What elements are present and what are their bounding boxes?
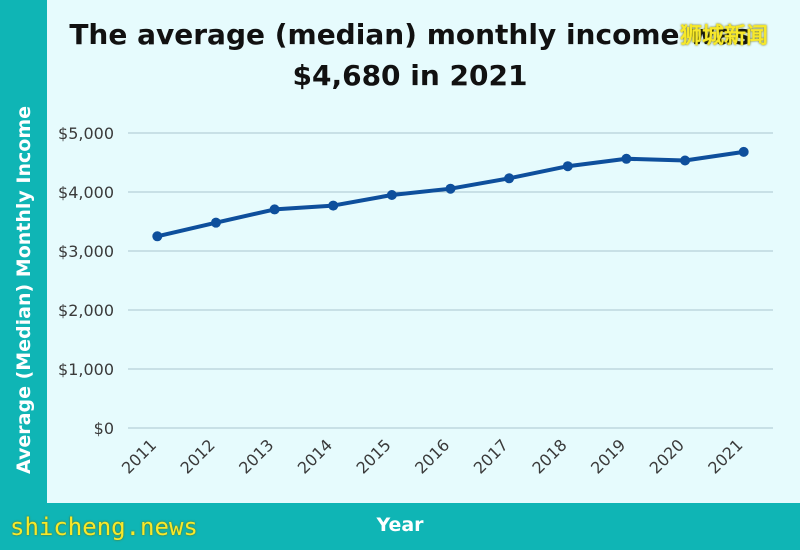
series-line — [155, 149, 746, 239]
x-tick-label: 2014 — [294, 435, 336, 477]
data-point — [562, 161, 573, 172]
data-point — [269, 204, 280, 215]
y-tick-label: $2,000 — [58, 301, 114, 320]
bottom-band — [0, 503, 800, 550]
x-tick-label: 2011 — [118, 435, 160, 477]
y-axis-label: Average (Median) Monthly Income — [13, 105, 35, 475]
data-point — [210, 217, 221, 228]
data-point — [152, 231, 163, 242]
x-tick-label: 2019 — [587, 435, 629, 477]
data-point — [445, 183, 456, 194]
left-band — [0, 0, 47, 550]
x-tick-label: 2020 — [646, 435, 688, 477]
data-point — [621, 153, 632, 164]
watermark-bottom: shicheng.news — [10, 513, 198, 541]
data-point — [328, 200, 339, 211]
y-tick-label: $3,000 — [58, 242, 114, 261]
x-tick-label: 2018 — [528, 435, 570, 477]
y-tick-label: $4,000 — [58, 183, 114, 202]
x-tick-label: 2015 — [352, 435, 394, 477]
data-point — [680, 155, 691, 166]
x-tick-label: 2012 — [177, 435, 219, 477]
x-tick-label: 2021 — [704, 435, 746, 477]
y-tick-label: $0 — [94, 419, 114, 438]
x-tick-label: 2016 — [411, 435, 453, 477]
chart-title: The average (median) monthly income was … — [69, 18, 751, 92]
x-tick-label: 2013 — [235, 435, 277, 477]
x-tick-label: 2017 — [470, 435, 512, 477]
y-tick-label: $5,000 — [58, 124, 114, 143]
watermark-top: 狮城新闻 — [680, 24, 769, 49]
y-tick-label: $1,000 — [58, 360, 114, 379]
x-axis-label: Year — [376, 514, 424, 536]
data-point — [504, 173, 515, 184]
data-point — [386, 190, 397, 201]
data-point — [738, 146, 749, 157]
